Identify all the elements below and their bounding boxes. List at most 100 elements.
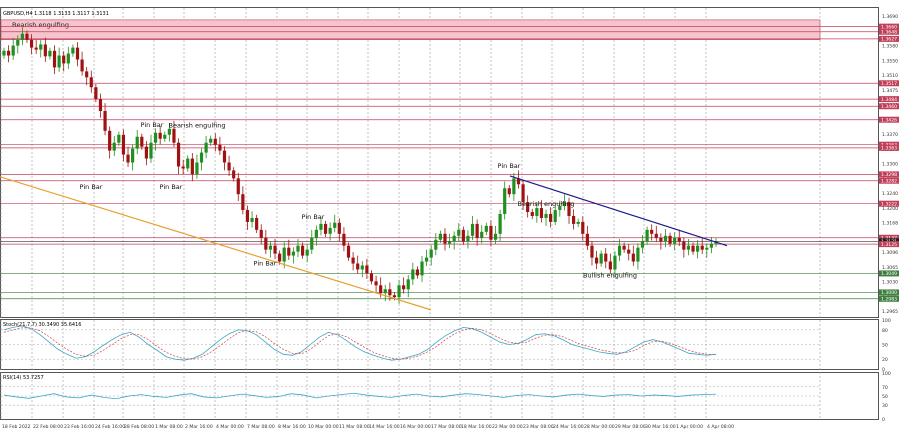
candle-body <box>117 134 121 143</box>
candle-body <box>365 265 369 274</box>
level-price-tag <box>879 80 899 87</box>
candle-body <box>581 221 585 234</box>
time-tick-label: 8 Mar 16:00 <box>278 424 306 430</box>
candle-body <box>608 261 612 270</box>
zone-label: Bearish engulfing <box>12 21 69 29</box>
stoch-tick-label: 80 <box>882 328 888 334</box>
candle-body <box>190 158 194 175</box>
candle-body <box>493 233 498 240</box>
candle-body <box>709 243 714 248</box>
price-panel-frame <box>0 7 879 318</box>
candle-body <box>631 253 635 262</box>
pattern-annotation: Bullish engulfing <box>583 271 637 279</box>
level-price-label: 1.3517 <box>881 81 897 87</box>
candle-body <box>337 222 341 234</box>
candle-body <box>62 55 66 64</box>
candle-body <box>300 245 305 256</box>
candle-body <box>176 142 181 167</box>
level-price-label: 1.3222 <box>881 202 897 208</box>
candle-body <box>158 132 162 139</box>
symbol-header: GBPUSD,H4 1.3118 1.3133 1.3117 1.3131 <box>3 11 109 17</box>
candle-body <box>489 225 493 240</box>
candle-body <box>640 241 645 248</box>
candle-body <box>406 279 410 290</box>
candle-body <box>668 235 672 244</box>
candle-body <box>627 249 631 254</box>
price-axis: 1.36901.36401.35801.35501.35101.34751.34… <box>878 8 899 317</box>
candle-body <box>572 215 576 224</box>
stoch-tick-label: 20 <box>882 357 888 363</box>
candle-body <box>480 231 484 238</box>
candle-body <box>186 158 190 169</box>
rsi-tick-label: 100 <box>882 371 891 377</box>
candle-body <box>149 142 153 159</box>
price-tick-label: 1.2965 <box>882 309 898 315</box>
time-tick-label: 28 Mar 00:00 <box>584 424 615 430</box>
candle-body <box>43 44 47 57</box>
candle-body <box>562 202 567 207</box>
candle-body <box>415 269 420 276</box>
candle-body <box>461 229 465 242</box>
time-tick-label: 24 Mar 16:00 <box>553 424 584 430</box>
candle-body <box>360 265 364 270</box>
price-tick-label: 1.3510 <box>882 73 898 79</box>
candle-body <box>126 154 130 163</box>
candle-body <box>682 241 686 250</box>
candle-body <box>356 263 360 270</box>
candle-body <box>411 269 415 280</box>
time-tick-label: 30 Mar 16:00 <box>645 424 676 430</box>
level-price-label: 1.3282 <box>881 179 897 185</box>
candle-body <box>342 233 346 246</box>
candle-body <box>645 229 649 242</box>
zone-rect <box>0 19 821 40</box>
level-price-tag <box>879 295 899 302</box>
candle-body <box>131 148 135 163</box>
candle-body <box>135 136 139 149</box>
candle-body <box>195 162 199 175</box>
candle-body <box>140 136 144 147</box>
price-tick-label: 1.3168 <box>882 221 898 227</box>
price-tick-label: 1.3030 <box>882 280 898 286</box>
time-tick-label: 2 Mar 16:00 <box>185 424 213 430</box>
candle-body <box>213 138 217 145</box>
candle-body <box>94 87 98 100</box>
candle-body <box>636 247 640 262</box>
candle-body <box>39 44 43 50</box>
price-tick-label: 1.3065 <box>882 265 898 271</box>
candle-body <box>705 247 709 250</box>
grid <box>0 8 821 419</box>
candle-body <box>181 166 185 169</box>
candle-body <box>222 150 227 163</box>
candle-body <box>470 223 475 236</box>
trendline <box>0 176 432 311</box>
candle-body <box>199 152 204 163</box>
annotations: Pin Bar Bearish engulfing Pin Bar Pin Bar Pi… <box>80 121 637 280</box>
candle-body <box>25 33 29 40</box>
candle-body <box>167 128 171 135</box>
candle-body <box>346 245 351 258</box>
level-price-tag <box>879 141 899 148</box>
stoch-tick-label: 100 <box>882 318 891 324</box>
level-price-label: 1.3000 <box>881 290 897 296</box>
candle-body <box>402 285 406 290</box>
candle-body <box>250 217 254 222</box>
candle-body <box>677 237 681 242</box>
candle-body <box>34 47 38 50</box>
time-tick-label: 7 Mar 08:00 <box>247 424 275 430</box>
candle-body <box>48 50 52 57</box>
candle-body <box>20 33 24 40</box>
level-price-label: 1.3660 <box>881 24 897 30</box>
candle-body <box>291 251 295 256</box>
candle-body <box>613 255 617 270</box>
candle-body <box>696 245 700 252</box>
candle-body <box>617 245 622 256</box>
candle-body <box>686 245 691 250</box>
time-tick-label: 29 Mar 08:00 <box>615 424 646 430</box>
level-price-label: 1.3460 <box>881 104 897 110</box>
time-tick-label: 1 Mar 08:00 <box>155 424 183 430</box>
candle-body <box>80 59 84 72</box>
price-tick-label: 1.3200 <box>882 206 898 212</box>
stoch-tick-label: 0 <box>882 367 885 373</box>
rsi-tick-label: 30 <box>882 403 888 409</box>
candle-body <box>264 237 268 250</box>
